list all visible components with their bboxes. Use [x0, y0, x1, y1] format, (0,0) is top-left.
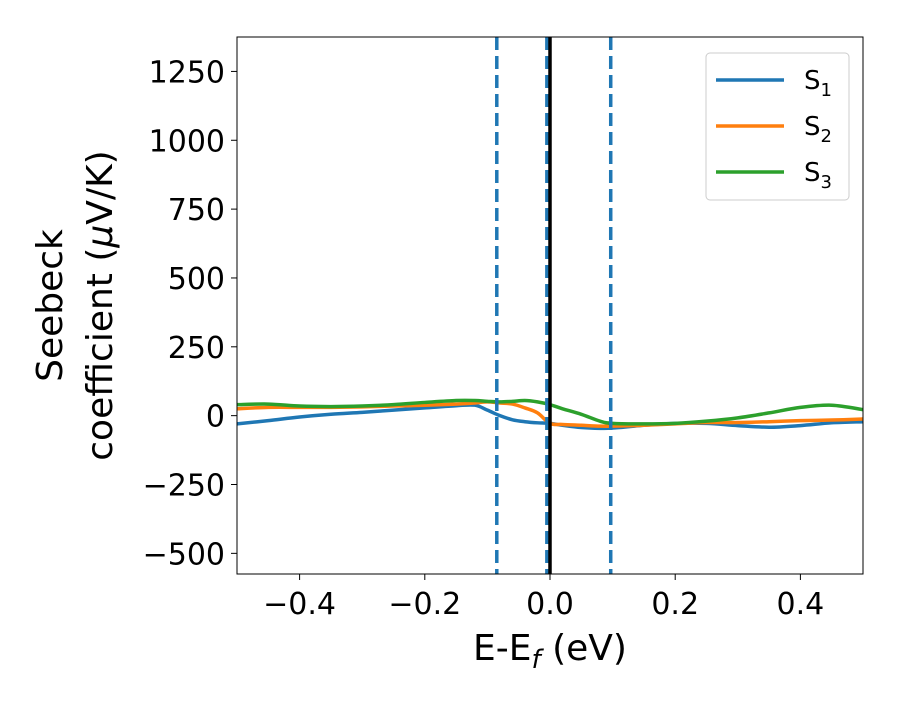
x-tick-label: 0.0	[526, 587, 574, 622]
x-axis-ticks: −0.4 −0.2 0.0 0.2 0.4	[263, 574, 824, 622]
series-lines-layer	[237, 398, 863, 431]
y-axis-label-mu: μ	[80, 225, 121, 249]
y-tick-label: −500	[143, 537, 225, 572]
y-tick-label: 0	[206, 400, 225, 435]
y-axis-label-line2: coefficient (μV/K)	[80, 150, 121, 460]
y-axis-ticks: −500 −250 0 250 500 750 1000 1250	[143, 55, 237, 572]
legend: S1 S2 S3	[705, 52, 850, 201]
x-axis-label: E-Ef (eV)	[473, 628, 627, 675]
legend-label-s1: S1	[804, 66, 832, 101]
y-tick-label: −250	[143, 469, 225, 504]
reference-lines-layer	[495, 37, 613, 574]
y-tick-label: 1000	[149, 124, 225, 159]
y-tick-label: 1250	[149, 55, 225, 90]
y-tick-label: 250	[168, 331, 225, 366]
x-tick-label: 0.2	[651, 587, 699, 622]
legend-label-s2: S2	[804, 112, 832, 147]
series-line-s1	[237, 403, 863, 431]
series-line-s3	[237, 398, 863, 426]
legend-label-s3: S3	[804, 158, 832, 193]
y-tick-label: 500	[168, 262, 225, 297]
y-axis-label: Seebeck coefficient (μV/K)	[30, 150, 121, 460]
x-tick-label: −0.4	[263, 587, 336, 622]
y-axis-label-line1: Seebeck	[30, 229, 71, 382]
x-tick-label: −0.2	[388, 587, 461, 622]
x-tick-label: 0.4	[777, 587, 825, 622]
y-tick-label: 750	[168, 193, 225, 228]
